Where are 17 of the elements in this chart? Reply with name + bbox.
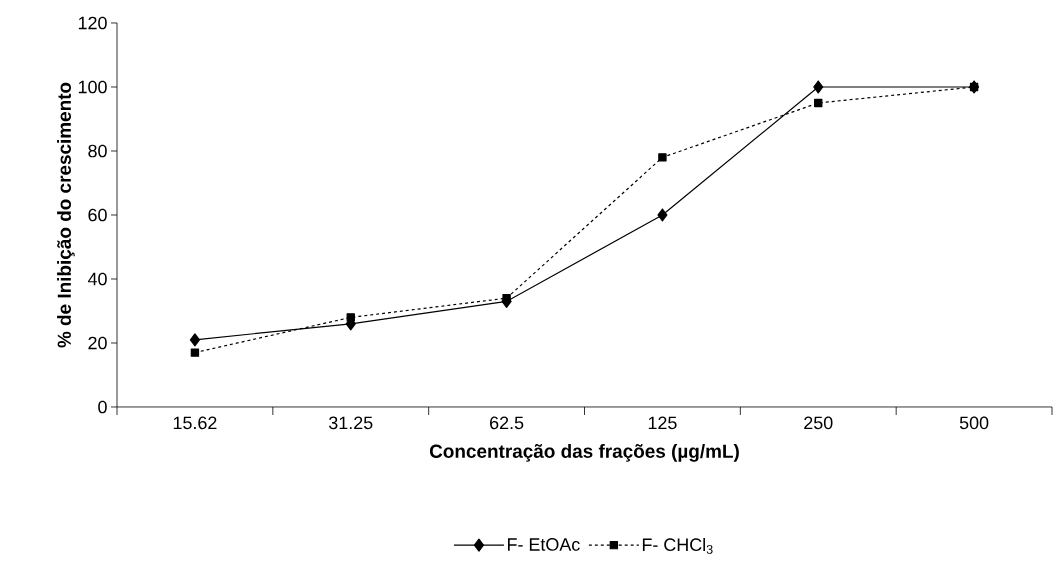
y-tick-label: 80 xyxy=(88,144,107,158)
x-tick-label: 15.62 xyxy=(173,416,217,430)
x-tick-label: 62.5 xyxy=(490,416,524,430)
y-tick-label: 100 xyxy=(78,80,107,94)
x-tick-label: 250 xyxy=(804,416,833,430)
x-tick-label: 500 xyxy=(959,416,989,430)
x-tick-label: 31.25 xyxy=(329,416,373,430)
y-tick-label: 0 xyxy=(98,400,107,414)
y-tick-label: 20 xyxy=(88,336,107,350)
legend-label: F- CHCl$_{3}$ xyxy=(642,537,713,554)
y-tick-label: 60 xyxy=(88,208,107,222)
x-tick-label: 125 xyxy=(648,416,677,430)
y-tick-label: 40 xyxy=(87,272,107,286)
y-axis-title: % de Inibição do crescimento xyxy=(57,82,75,348)
legend-label: F- EtOAc xyxy=(508,538,580,551)
x-axis-title: Concentração das frações (µg/mL) xyxy=(429,444,739,462)
y-tick-label: 120 xyxy=(78,16,107,30)
